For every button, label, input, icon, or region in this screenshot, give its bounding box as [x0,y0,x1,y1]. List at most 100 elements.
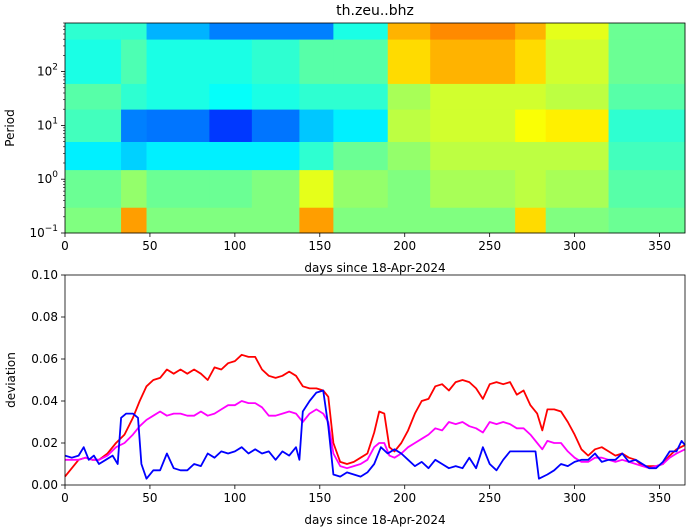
heatmap-cell [430,39,516,84]
heatmap-cell [65,83,122,110]
heatmap-cell [251,23,300,40]
heatmap-cell [65,207,122,234]
x-tick-label: 200 [393,491,416,505]
heatmap-cell [121,83,147,110]
heatmap-cell [545,169,609,208]
heatmap-cell [65,141,122,171]
x-tick-label: 300 [563,239,586,253]
y-tick-label: 0.08 [31,310,58,324]
heatmap-cell [121,39,147,84]
heatmap-cell [608,141,686,171]
heatmap-cell [333,169,389,208]
y-tick-label: 10−1 [29,224,58,240]
y-tick-label: 101 [37,116,58,132]
heatmap-cell [430,109,516,142]
heatmap-cell [251,83,300,110]
heatmap-x-label: days since 18-Apr-2024 [304,261,445,275]
heatmap-cell [545,83,609,110]
heatmap-cell [146,39,210,84]
heatmap-cell [146,83,210,110]
heatmap-cell [251,141,300,171]
heatmap-x-axis: 0 50 100 150 200 250 300 350 [61,233,671,253]
heatmap-cell [333,83,389,110]
heatmap-cell [299,169,334,208]
heatmap-cell [333,39,389,84]
heatmap-cell [251,169,300,208]
line-y-axis: 0.00 0.02 0.04 0.06 0.08 0.10 [31,268,65,492]
heatmap-cell [209,83,253,110]
line-x-axis: 0 50 100 150 200 250 300 350 [61,485,671,505]
heatmap-cell [608,83,686,110]
heatmap-title: th.zeu..bhz [336,3,414,19]
deviation-panel: 0 50 100 150 200 250 300 350 0.000.020.040.060.… [4,268,686,527]
heatmap-cell [515,23,547,40]
heatmap-cell [209,39,253,84]
heatmap-cell [333,141,389,171]
series-line-2 [65,400,686,470]
heatmap-cell [430,23,516,40]
line-x-label: days since 18-Apr-2024 [304,513,445,527]
x-tick-label: 250 [478,491,501,505]
heatmap-cell [121,109,147,142]
heatmap-cell [608,39,686,84]
x-tick-label: 350 [648,239,671,253]
heatmap-cell [515,109,547,142]
heatmap-y-axis: 10−1 100 101 102 [29,22,65,240]
heatmap-cell [545,39,609,84]
heatmap-cell [65,23,122,40]
heatmap-cell [146,109,210,142]
heatmap-cell [209,207,253,234]
y-tick-label: 0.04 [31,394,58,408]
y-tick-label: 0.10 [31,268,58,282]
heatmap-cell [387,141,431,171]
x-tick-label: 100 [223,239,246,253]
heatmap-cell [121,207,147,234]
heatmap-cell [65,39,122,84]
heatmap-cell [299,23,334,40]
heatmap-cell [430,141,516,171]
heatmap-cell [251,207,300,234]
heatmap-cell [299,109,334,142]
heatmap-cell [121,141,147,171]
heatmap-cell [387,23,431,40]
heatmap-cell [387,169,431,208]
y-tick-label: 102 [37,63,58,79]
heatmap-cell [209,141,253,171]
heatmap-cell [251,39,300,84]
deviation-series [64,353,686,480]
series-line-1 [64,353,686,478]
heatmap-cell [146,141,210,171]
heatmap-cell [146,23,210,40]
y-tick-label: 0.02 [31,436,58,450]
y-tick-label: 100 [37,170,58,186]
heatmap-cell [387,39,431,84]
x-tick-label: 0 [61,239,69,253]
heatmap-cell [121,169,147,208]
x-tick-label: 100 [223,491,246,505]
heatmap-cell [65,109,122,142]
heatmap-cell [515,39,547,84]
heatmap-cell [515,207,547,234]
heatmap-cell [430,83,516,110]
heatmap-cell [333,109,389,142]
x-tick-label: 50 [142,239,157,253]
heatmap-y-label: Period [3,109,17,146]
heatmap-cell [333,207,389,234]
x-tick-label: 50 [142,491,157,505]
heatmap-cell [515,83,547,110]
heatmap-cell [608,23,686,40]
heatmap-cell [251,109,300,142]
heatmap-cell [209,109,253,142]
heatmap-cell [299,141,334,171]
heatmap-cell [65,169,122,208]
x-tick-label: 150 [308,239,331,253]
y-tick-label: 0.06 [31,352,58,366]
x-tick-label: 200 [393,239,416,253]
heatmap-cell [299,39,334,84]
heatmap-cell [545,23,609,40]
heatmap-cell [146,169,210,208]
heatmap-cell [430,169,516,208]
x-tick-label: 300 [563,491,586,505]
heatmap-cell [545,141,609,171]
heatmap-cell [146,207,210,234]
